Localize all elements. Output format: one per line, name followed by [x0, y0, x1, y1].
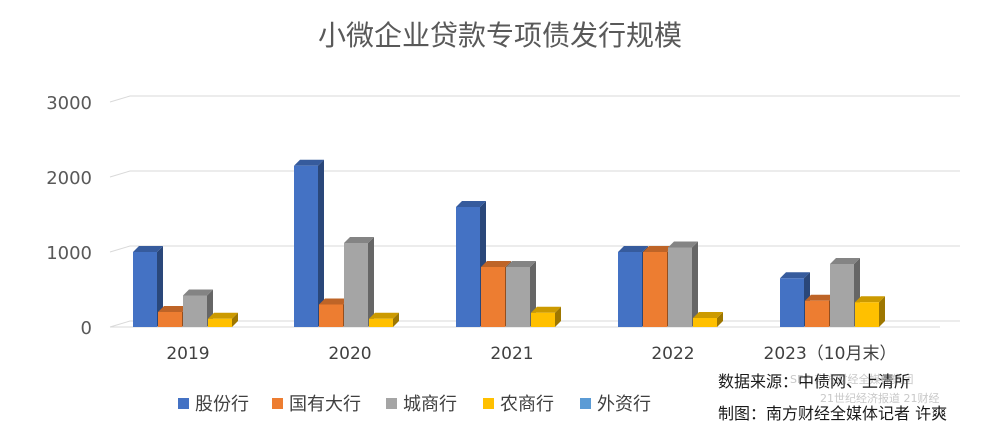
- legend-item: 城商行: [386, 394, 457, 415]
- bar-side: [692, 241, 698, 327]
- bar-front: [481, 267, 505, 327]
- bar-front: [618, 252, 642, 327]
- bar-side: [157, 246, 163, 327]
- bar-top: [805, 294, 835, 301]
- bar: [294, 159, 324, 327]
- legend-label: 城商行: [403, 394, 457, 415]
- watermark-line2: 21世纪经济报道 21财经: [820, 391, 940, 405]
- bar-front: [456, 207, 480, 327]
- bar-top: [183, 289, 213, 296]
- bar-front: [855, 302, 879, 327]
- y-tick-label: 0: [81, 318, 92, 339]
- y-tick-label: 2000: [46, 168, 92, 189]
- bar-front: [158, 312, 182, 327]
- bar-front: [183, 295, 207, 327]
- bar-side: [555, 306, 561, 327]
- bar-side: [879, 296, 885, 327]
- legend-label: 外资行: [597, 394, 651, 415]
- bar-top: [369, 312, 399, 319]
- chart-author: 制图：南方财经全媒体记者 许爽: [718, 404, 947, 423]
- bar-front: [294, 165, 318, 327]
- bar-top: [531, 306, 561, 313]
- bar-front: [344, 243, 368, 327]
- bar-front: [319, 304, 343, 327]
- bar-side: [393, 312, 399, 327]
- bar-front: [668, 247, 692, 327]
- bar-top: [780, 272, 810, 279]
- bar-front: [693, 318, 717, 327]
- legend-item: 股份行: [178, 394, 249, 415]
- bar-side: [368, 237, 374, 327]
- gridline: [109, 95, 960, 103]
- legend-label: 农商行: [500, 394, 554, 415]
- legend-swatch: [178, 398, 189, 409]
- bar: [693, 312, 723, 327]
- bar-top: [344, 237, 374, 243]
- bar-top: [643, 246, 673, 252]
- bar-top: [506, 261, 536, 267]
- legend-swatch: [386, 398, 397, 409]
- legend-label: 股份行: [195, 394, 249, 415]
- bar: [531, 306, 561, 327]
- legend: 股份行 国有大行 城商行 农商行 外资行: [178, 394, 651, 415]
- x-tick-label: 2020: [328, 344, 371, 364]
- bar-top: [693, 312, 723, 318]
- legend-label: 国有大行: [289, 394, 361, 415]
- bar: [855, 296, 885, 327]
- gridline: [109, 170, 960, 178]
- legend-item: 外资行: [580, 394, 651, 415]
- gridline: [109, 245, 960, 253]
- y-tick-label: 1000: [46, 243, 92, 264]
- y-axis-ticks: 0 1000 2000 3000: [46, 93, 92, 339]
- bar-top: [618, 246, 648, 252]
- bar-top: [319, 298, 349, 305]
- legend-swatch: [272, 398, 283, 409]
- bar: [133, 246, 163, 327]
- legend-item: 国有大行: [272, 394, 361, 415]
- chart-title: 小微企业贷款专项债发行规模: [318, 19, 682, 52]
- bar-side: [318, 159, 324, 327]
- x-axis-labels: 2019 2020 2021 2022 2023（10月末）: [166, 344, 896, 364]
- bar-top: [830, 258, 860, 264]
- bar: [668, 241, 698, 327]
- y-tick-label: 3000: [46, 93, 92, 114]
- legend-swatch: [580, 398, 591, 409]
- x-tick-label: 2021: [490, 344, 533, 364]
- bar-front: [369, 318, 393, 327]
- legend-item: 农商行: [483, 394, 554, 415]
- watermark: SFC 南方财经全媒体集团 21世纪经济报道 21财经: [790, 372, 940, 405]
- bar-top: [668, 241, 698, 248]
- bar-front: [208, 318, 232, 327]
- bar-front: [780, 278, 804, 327]
- bar-top: [208, 312, 238, 319]
- bar-top: [456, 201, 486, 207]
- bar-front: [133, 252, 157, 327]
- bar-side: [232, 312, 238, 327]
- bar-side: [717, 312, 723, 327]
- x-tick-label: 2022: [651, 344, 694, 364]
- bars: [133, 159, 885, 327]
- x-tick-label: 2019: [166, 344, 209, 364]
- x-tick-label: 2023（10月末）: [764, 344, 897, 364]
- bar-front: [805, 300, 829, 327]
- bar: [208, 312, 238, 327]
- bar-top: [133, 246, 163, 252]
- bar: [369, 312, 399, 327]
- bar-top: [294, 159, 324, 166]
- watermark-line1: SFC 南方财经全媒体集团: [790, 372, 914, 386]
- bar: [344, 237, 374, 327]
- bar-front: [531, 312, 555, 327]
- bar-top: [158, 306, 188, 312]
- bar-top: [481, 261, 511, 267]
- data-source: 数据来源：中债网、上清所: [718, 372, 910, 391]
- legend-swatch: [483, 398, 494, 409]
- bar-top: [855, 296, 885, 303]
- bar-front: [643, 252, 667, 327]
- bar-front: [830, 264, 854, 327]
- bar-front: [506, 267, 530, 327]
